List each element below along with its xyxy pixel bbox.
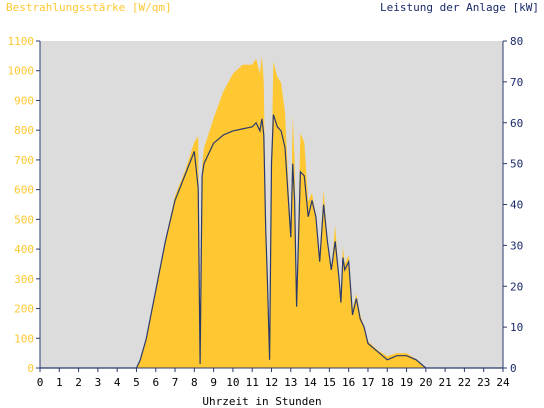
y-left-tick-label: 300: [14, 273, 34, 286]
y-right-tick-label: 20: [510, 280, 523, 293]
x-tick-label: 11: [246, 376, 259, 389]
x-tick-label: 0: [37, 376, 44, 389]
y-right-tick-label: 40: [510, 199, 523, 212]
x-tick-label: 2: [75, 376, 82, 389]
y-right-tick-label: 60: [510, 117, 523, 130]
y-left-tick-label: 1000: [8, 65, 35, 78]
y-left-tick-label: 500: [14, 213, 34, 226]
power-line: [40, 114, 503, 369]
x-tick-label: 1: [56, 376, 63, 389]
y-left-tick-label: 200: [14, 303, 34, 316]
left-axis-title: Bestrahlungsstärke [W/qm]: [6, 1, 172, 14]
y-right-tick-label: 30: [510, 239, 523, 252]
x-tick-label: 3: [95, 376, 102, 389]
x-tick-label: 12: [265, 376, 278, 389]
x-tick-label: 17: [361, 376, 374, 389]
y-right-tick-label: 50: [510, 158, 523, 171]
x-tick-label: 24: [496, 376, 510, 389]
x-tick-label: 23: [477, 376, 490, 389]
x-tick-label: 9: [210, 376, 217, 389]
y-left-tick-label: 600: [14, 184, 34, 197]
x-tick-label: 18: [381, 376, 394, 389]
x-tick-label: 15: [323, 376, 336, 389]
y-right-tick-label: 70: [510, 76, 523, 89]
right-axis-title: Leistung der Anlage [kW]: [380, 1, 539, 14]
x-tick-label: 14: [303, 376, 317, 389]
y-right-tick-label: 10: [510, 321, 523, 334]
y-left-tick-label: 800: [14, 124, 34, 137]
x-tick-label: 20: [419, 376, 432, 389]
y-left-tick-label: 1100: [8, 35, 35, 48]
x-tick-label: 22: [458, 376, 471, 389]
x-tick-label: 8: [191, 376, 198, 389]
x-tick-label: 10: [226, 376, 239, 389]
y-left-tick-label: 700: [14, 154, 34, 167]
y-right-tick-label: 0: [510, 362, 517, 375]
x-tick-label: 4: [114, 376, 121, 389]
x-tick-label: 19: [400, 376, 413, 389]
y-left-tick-label: 900: [14, 94, 34, 107]
x-axis-title: Uhrzeit in Stunden: [202, 395, 321, 408]
y-left-tick-label: 100: [14, 332, 34, 345]
x-tick-label: 13: [284, 376, 297, 389]
x-tick-label: 7: [172, 376, 179, 389]
y-left-tick-label: 0: [27, 362, 34, 375]
x-tick-label: 6: [152, 376, 159, 389]
y-left-tick-label: 400: [14, 243, 34, 256]
x-tick-label: 5: [133, 376, 140, 389]
y-right-tick-label: 80: [510, 35, 523, 48]
x-tick-label: 21: [439, 376, 452, 389]
x-tick-label: 16: [342, 376, 355, 389]
